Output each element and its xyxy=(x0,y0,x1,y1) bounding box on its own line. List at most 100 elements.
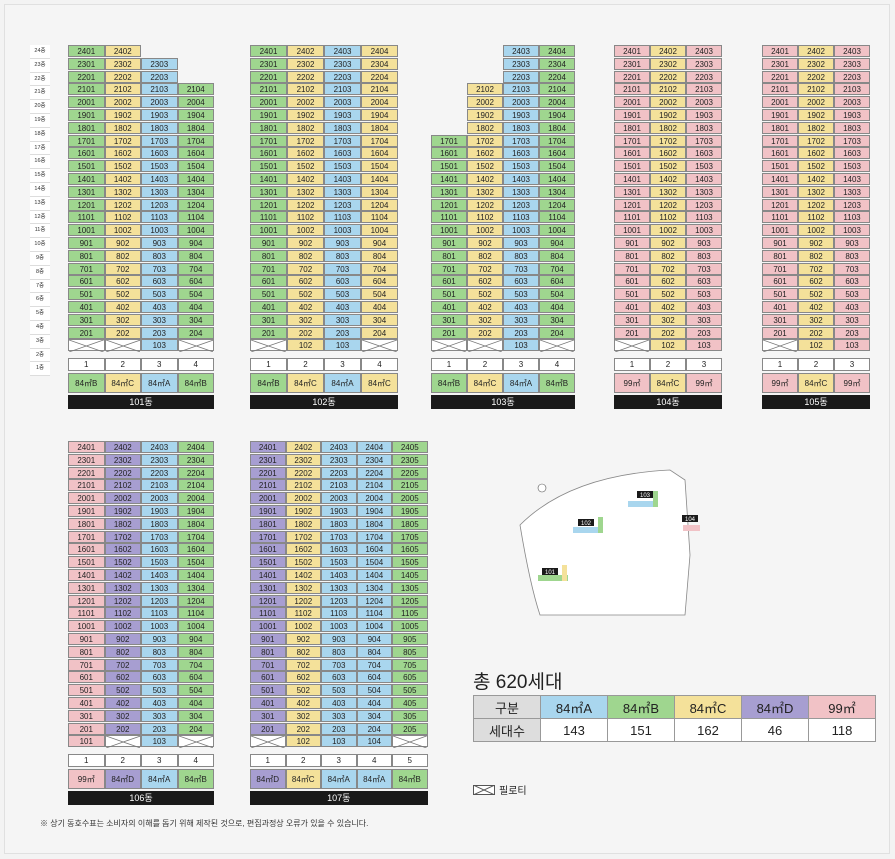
unit-cell: 604 xyxy=(356,671,392,684)
unit-cell: 1904 xyxy=(539,109,575,121)
unit-cell: 2003 xyxy=(503,96,539,109)
unit-cell: 302 xyxy=(467,313,503,326)
unit-cell: 1901 xyxy=(68,505,105,517)
unit-cell: 1003 xyxy=(321,620,357,633)
unit-cell: 203 xyxy=(686,326,722,339)
unit-number: 4 xyxy=(356,754,392,768)
unit-cell: 103 xyxy=(686,339,722,352)
unit-cell: 2204 xyxy=(177,466,214,479)
unit-cell: 1303 xyxy=(141,185,178,198)
unit-cell: 904 xyxy=(177,237,214,249)
unit-cell: 1204 xyxy=(356,594,392,607)
unit-cell: 1603 xyxy=(503,147,539,160)
unit-cell: 2001 xyxy=(68,96,105,109)
unit-cell: 1904 xyxy=(361,109,398,121)
unit-cell: 1204 xyxy=(361,198,398,211)
unit-number: 4 xyxy=(177,358,214,372)
unit-cell: 1104 xyxy=(361,211,398,224)
unit-cell: 504 xyxy=(177,288,214,301)
unit-number: 3 xyxy=(834,358,870,372)
unit-cell: 2003 xyxy=(324,96,361,109)
unit-cell: 1601 xyxy=(431,147,467,160)
unit-cell: 603 xyxy=(324,275,361,288)
unit-cell: 2003 xyxy=(141,96,178,109)
unit-cell: 2203 xyxy=(686,70,722,83)
unit-cell: 302 xyxy=(104,709,141,722)
unit-cell: 2102 xyxy=(798,83,834,96)
summary-table: 구분 84㎡A 84㎡B 84㎡C 84㎡D 99㎡ 세대수 143 151 162 46 118 xyxy=(473,695,876,742)
unit-number: 1 xyxy=(762,358,798,372)
unit-cell: 901 xyxy=(614,237,650,249)
unit-cell: 1201 xyxy=(250,198,287,211)
unit-cell: 1704 xyxy=(539,134,575,147)
unit-cell: 1002 xyxy=(104,224,141,237)
unit-cell: 2101 xyxy=(68,479,105,492)
unit-cell: 1604 xyxy=(361,147,398,160)
unit-cell: 1702 xyxy=(104,134,141,147)
unit-cell: 303 xyxy=(324,313,361,326)
unit-cell: 1702 xyxy=(467,134,503,147)
unit-cell: 1302 xyxy=(287,185,324,198)
unit-cell: 2301 xyxy=(250,57,287,70)
unit-cell: 1801 xyxy=(614,121,650,134)
unit-cell: 2402 xyxy=(104,45,141,57)
unit-cell: 603 xyxy=(686,275,722,288)
unit-cell: 1503 xyxy=(324,160,361,173)
unit-cell: 2401 xyxy=(68,441,105,453)
unit-cell: 1203 xyxy=(141,198,178,211)
floor-label: 8층 xyxy=(30,265,50,280)
unit-cell: 305 xyxy=(392,709,428,722)
unit-cell: 204 xyxy=(356,722,392,735)
unit-type: 99㎡ xyxy=(834,373,870,394)
unit-cell: 1204 xyxy=(177,198,214,211)
unit-cell: 703 xyxy=(834,262,870,275)
unit-cell: 803 xyxy=(503,249,539,262)
summary-count-label: 세대수 xyxy=(473,718,541,742)
piloti-cell xyxy=(762,339,798,353)
unit-cell: 2403 xyxy=(141,441,178,453)
unit-cell: 1101 xyxy=(614,211,650,224)
unit-cell: 601 xyxy=(762,275,798,288)
unit-cell: 1604 xyxy=(177,543,214,556)
unit-cell: 1002 xyxy=(104,620,141,633)
unit-cell: 1005 xyxy=(392,620,428,633)
unit-cell: 602 xyxy=(104,671,141,684)
unit-cell: 2302 xyxy=(104,453,141,466)
unit-cell: 2002 xyxy=(104,492,141,505)
unit-cell: 1402 xyxy=(467,173,503,185)
unit-cell: 1903 xyxy=(141,505,178,517)
unit-number: 2 xyxy=(467,358,503,372)
unit-cell: 2201 xyxy=(250,70,287,83)
unit-cell: 1502 xyxy=(798,160,834,173)
unit-cell: 202 xyxy=(798,326,834,339)
unit-cell: 2303 xyxy=(834,57,870,70)
unit-cell: 1102 xyxy=(287,211,324,224)
unit-cell: 201 xyxy=(68,722,105,735)
piloti-cell xyxy=(361,339,398,353)
unit-cell: 1102 xyxy=(798,211,834,224)
unit-cell: 2003 xyxy=(834,96,870,109)
unit-cell: 701 xyxy=(250,658,286,671)
unit-cell: 102 xyxy=(650,339,686,352)
unit-cell: 804 xyxy=(177,249,214,262)
unit-cell: 2002 xyxy=(650,96,686,109)
unit-cell: 1003 xyxy=(686,224,722,237)
unit-cell: 2002 xyxy=(287,96,324,109)
floor-label: 22층 xyxy=(30,72,50,87)
unit-number: 3 xyxy=(141,358,178,372)
unit-cell: 1803 xyxy=(686,121,722,134)
unit-cell: 1803 xyxy=(141,121,178,134)
unit-cell: 202 xyxy=(650,326,686,339)
unit-cell: 501 xyxy=(68,684,105,697)
unit-cell: 903 xyxy=(834,237,870,249)
unit-cell: 602 xyxy=(650,275,686,288)
unit-cell: 1704 xyxy=(177,134,214,147)
piloti-cell xyxy=(614,339,650,353)
unit-cell: 703 xyxy=(321,658,357,671)
unit-cell: 403 xyxy=(321,697,357,709)
unit-cell: 2301 xyxy=(762,57,798,70)
unit-cell: 1601 xyxy=(762,147,798,160)
unit-cell: 2205 xyxy=(392,466,428,479)
